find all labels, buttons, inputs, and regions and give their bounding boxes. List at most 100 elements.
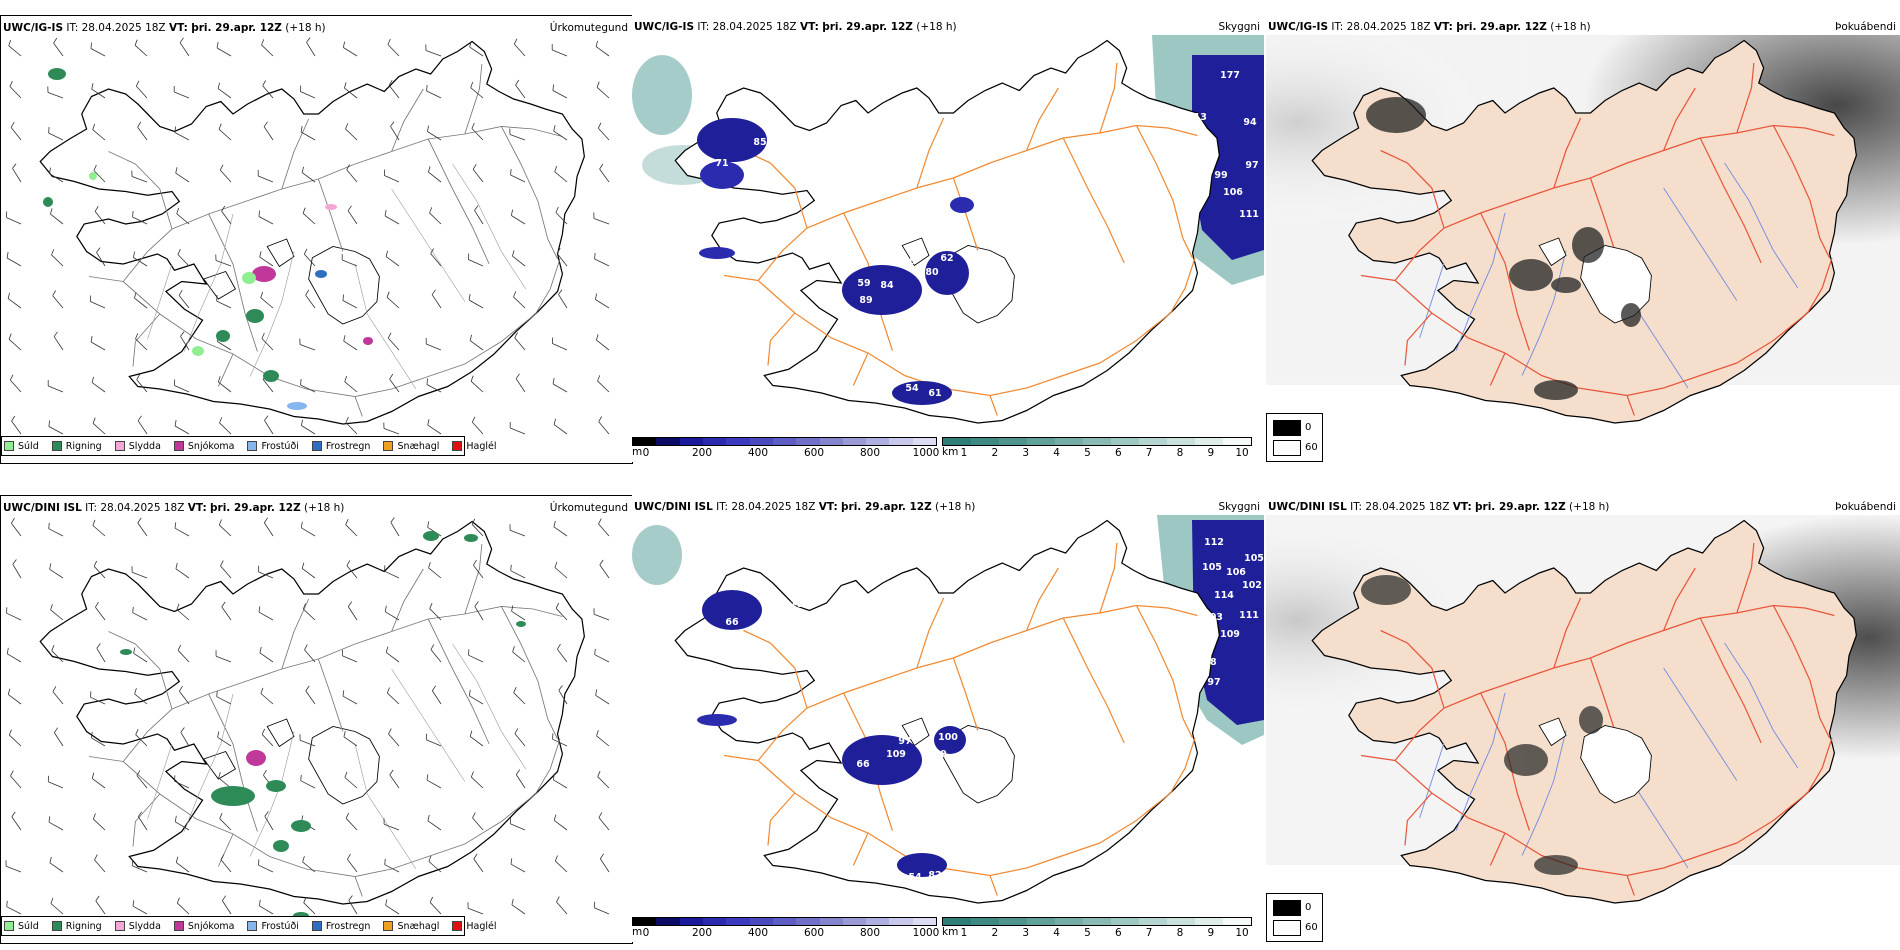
wind-barb (50, 903, 64, 915)
wind-barb-feather (263, 517, 269, 523)
legend-swatch (114, 921, 125, 931)
wind-barb-feather (431, 289, 436, 295)
legend-label: Frostregn (325, 920, 371, 932)
wind-barb (553, 424, 568, 435)
wind-barb (553, 779, 568, 789)
wind-barb-feather (217, 731, 220, 738)
fog-legend-label: 0 (1305, 902, 1312, 913)
value-label: 61 (928, 388, 941, 399)
wind-barb (428, 861, 442, 873)
wind-barb-feather (9, 80, 13, 87)
unit-label: km (942, 446, 959, 458)
it-value: 28.04.2025 18Z (712, 21, 797, 33)
wind-barb (262, 85, 274, 99)
value-label: 106 (1226, 567, 1246, 578)
value-label: 106 (1223, 187, 1243, 198)
wind-barb-feather (387, 332, 392, 339)
wind-barb-feather (300, 774, 302, 781)
wind-barb (304, 649, 316, 663)
wind-barb (53, 336, 64, 351)
wind-barb-feather (596, 730, 599, 737)
wind-barb-feather (258, 210, 260, 217)
tick-label: 4 (1053, 927, 1060, 939)
wind-barb-feather (598, 416, 602, 422)
wind-barb (471, 524, 484, 537)
wind-barb (51, 254, 64, 267)
wind-barb-feather (343, 41, 345, 48)
wind-barb-feather (174, 522, 177, 529)
wind-barb (385, 256, 400, 267)
wind-barb (6, 906, 22, 915)
wind-barb-feather (599, 163, 604, 170)
wind-barb-feather (91, 772, 95, 779)
wind-barb-feather (469, 41, 472, 48)
wind-barb-feather (596, 334, 599, 341)
vt-label: VT: (168, 22, 188, 34)
wind-barb-feather (515, 373, 520, 379)
it-value: 28.04.2025 18Z (1365, 501, 1450, 513)
wind-barb (132, 216, 148, 225)
wind-barb (136, 775, 148, 789)
wind-barb-feather (597, 122, 602, 129)
wind-barb-feather (305, 289, 310, 296)
wind-barb (552, 343, 568, 351)
precip-legend: Súld Rigning Slydda Snjókoma Frostúði Fr… (1, 436, 497, 456)
wind-barb-feather (6, 252, 9, 259)
wind-barb (554, 171, 568, 183)
wind-barb (431, 690, 442, 705)
tick-label: 8 (1176, 927, 1184, 939)
value-label: 105 (1244, 553, 1264, 564)
wind-barb (599, 858, 610, 873)
wind-barb (137, 420, 148, 435)
low-cloud-areas (697, 118, 974, 405)
wind-barb-feather (49, 856, 52, 863)
wind-barb-feather (258, 899, 261, 906)
wind-barb (428, 567, 442, 579)
wind-barb (217, 341, 232, 351)
wind-barb (345, 422, 358, 435)
visibility-value-labels: 177 113 94 98 97 99 106 111 85 71 98 62 … (715, 70, 1259, 399)
wind-barb-feather (426, 84, 428, 92)
wind-barb-feather (426, 378, 428, 385)
wind-barb-feather (218, 123, 222, 130)
wind-barb (387, 692, 400, 705)
wind-barb (385, 652, 400, 663)
wind-barb (554, 567, 568, 579)
value-label: 111 (1239, 610, 1259, 621)
wind-barb-feather (50, 604, 53, 611)
wind-barb-feather (303, 248, 308, 255)
wind-barb (472, 169, 484, 183)
wind-barb-feather (345, 519, 349, 525)
wind-barb (263, 126, 274, 141)
wind-barb-feather (7, 292, 10, 299)
value-label: 97 (898, 736, 911, 747)
wind-barb-feather (218, 376, 221, 383)
it-value: 28.04.2025 18Z (1346, 21, 1431, 33)
wind-barb (300, 384, 316, 393)
value-label: 100 (938, 732, 958, 743)
wind-barb-feather (264, 415, 269, 421)
wind-barb-feather (427, 125, 429, 132)
wind-barb (174, 780, 190, 789)
wind-barb (511, 215, 526, 225)
value-label: 109 (886, 749, 906, 760)
wind-barb-feather (175, 167, 178, 174)
wind-barb (132, 612, 148, 621)
wind-barb (6, 257, 22, 267)
wind-barb-feather (306, 37, 311, 43)
tick-label: 400 (747, 447, 769, 459)
panel-header: UWC/DINI ISL IT: 28.04.2025 18Z VT: þri.… (1268, 500, 1896, 514)
wind-barb (137, 522, 148, 537)
wind-barb-feather (431, 685, 437, 691)
wind-barb-feather (596, 81, 600, 88)
wind-barb-feather (6, 647, 9, 654)
wind-barb-feather (427, 521, 430, 528)
value-label: 66 (856, 759, 870, 770)
wind-barb (90, 301, 106, 309)
wind-barb (174, 91, 190, 99)
wind-barb (598, 421, 610, 435)
wind-barb-feather (428, 855, 432, 862)
wind-barb-feather (12, 559, 17, 565)
wind-barb-feather (552, 84, 554, 91)
fog-legend-swatch (1273, 420, 1301, 436)
